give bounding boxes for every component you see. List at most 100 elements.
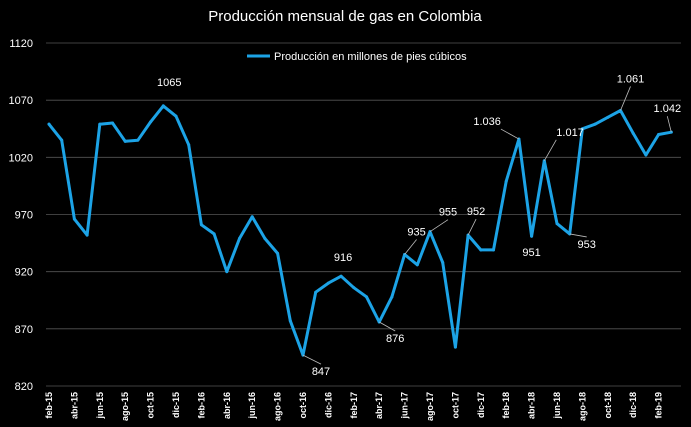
- x-tick-label: ago-15: [120, 392, 130, 421]
- data-point: [250, 215, 254, 219]
- data-label: 916: [334, 252, 352, 264]
- data-point: [593, 122, 597, 126]
- data-label: 953: [578, 239, 596, 251]
- x-tick-label: oct-15: [146, 392, 156, 419]
- data-point: [85, 233, 89, 237]
- x-tick-label: abr-17: [374, 392, 384, 419]
- x-tick-label: abr-16: [222, 392, 232, 419]
- y-axis-ticks: 820 870 920 970 1020 1070 1120: [9, 38, 33, 393]
- x-tick-label: ago-18: [577, 392, 587, 421]
- leader-line: [467, 218, 477, 236]
- data-point: [606, 115, 610, 119]
- data-point: [415, 263, 419, 267]
- data-point: [111, 121, 114, 125]
- data-point: [326, 281, 330, 285]
- data-point: [276, 251, 280, 255]
- data-point: [492, 248, 495, 252]
- y-tick-label: 1070: [9, 95, 33, 107]
- x-tick-label: dic-17: [476, 392, 486, 418]
- y-tick-label: 870: [15, 324, 33, 336]
- data-point: [174, 114, 178, 118]
- x-tick-label: abr-18: [527, 392, 537, 419]
- data-point: [644, 153, 648, 157]
- data-point: [238, 237, 241, 241]
- x-tick-label: feb-16: [196, 392, 206, 419]
- data-point: [149, 120, 153, 124]
- data-label: 1.036: [473, 116, 501, 128]
- y-tick-label: 1020: [9, 152, 33, 164]
- x-tick-label: feb-19: [654, 392, 664, 419]
- legend: Producción en millones de pies cúbicos: [247, 51, 467, 63]
- x-tick-label: oct-18: [603, 392, 613, 419]
- data-point: [555, 222, 559, 226]
- data-point: [212, 232, 216, 236]
- data-label: 847: [312, 366, 330, 378]
- leader-line: [302, 354, 322, 365]
- x-tick-label: dic-18: [628, 392, 638, 418]
- leader-line: [500, 128, 520, 140]
- x-tick-label: jun-18: [552, 392, 562, 420]
- data-point: [631, 131, 635, 135]
- x-tick-label: ago-16: [273, 392, 283, 421]
- data-label: 1.061: [617, 73, 645, 85]
- data-point: [225, 270, 229, 274]
- x-tick-label: oct-17: [450, 392, 460, 419]
- data-point: [441, 261, 445, 265]
- x-tick-label: jun-15: [95, 392, 105, 420]
- data-point: [288, 319, 292, 323]
- data-point: [123, 139, 127, 143]
- data-point: [199, 223, 203, 227]
- y-tick-label: 820: [15, 381, 33, 393]
- data-label: 876: [386, 333, 404, 345]
- data-point: [390, 295, 394, 299]
- chart-title: Producción mensual de gas en Colombia: [208, 8, 482, 25]
- data-point: [479, 248, 483, 252]
- x-tick-label: jun-16: [247, 392, 257, 420]
- data-point: [263, 237, 267, 241]
- data-point: [161, 104, 165, 108]
- x-tick-label: feb-18: [501, 392, 511, 419]
- data-point: [314, 290, 318, 294]
- y-tick-label: 920: [15, 267, 33, 279]
- data-point: [365, 295, 368, 299]
- data-point: [530, 234, 534, 238]
- data-point: [580, 127, 584, 131]
- y-tick-label: 1120: [9, 38, 33, 50]
- leader-line: [379, 321, 396, 332]
- data-point: [187, 143, 191, 147]
- data-point: [72, 217, 76, 221]
- data-label: 955: [439, 207, 457, 219]
- data-label: 951: [522, 247, 540, 259]
- data-point: [453, 345, 457, 349]
- data-point: [60, 138, 64, 142]
- data-point: [352, 286, 356, 290]
- gridlines: [46, 42, 681, 387]
- x-axis-ticks: feb-15 abr-15 jun-15 ago-15 oct-15 dic-15 feb-…: [44, 392, 664, 421]
- data-labels: 1065 847 916 876 935 955 952 1.036 951 1.017 953 1.…: [157, 73, 681, 378]
- x-tick-label: abr-15: [69, 392, 79, 419]
- leader-line: [404, 239, 417, 255]
- data-point: [47, 122, 51, 126]
- data-point: [98, 122, 102, 126]
- data-point: [136, 138, 140, 142]
- x-tick-label: feb-15: [44, 392, 54, 419]
- legend-label: Producción en millones de pies cúbicos: [274, 51, 467, 63]
- leader-line: [543, 139, 557, 161]
- data-label: 952: [467, 206, 485, 218]
- y-tick-label: 970: [15, 210, 33, 222]
- x-tick-label: feb-17: [349, 392, 359, 419]
- series-line: [47, 104, 673, 357]
- data-point: [339, 274, 343, 278]
- data-label: 935: [407, 227, 425, 239]
- x-tick-label: dic-15: [171, 392, 181, 418]
- leader-line: [569, 233, 587, 238]
- data-label: 1065: [157, 77, 181, 89]
- data-point: [657, 132, 661, 136]
- leader-line: [620, 86, 631, 111]
- x-tick-label: ago-17: [425, 392, 435, 421]
- data-label: 1.042: [654, 103, 682, 115]
- leader-line: [666, 116, 672, 133]
